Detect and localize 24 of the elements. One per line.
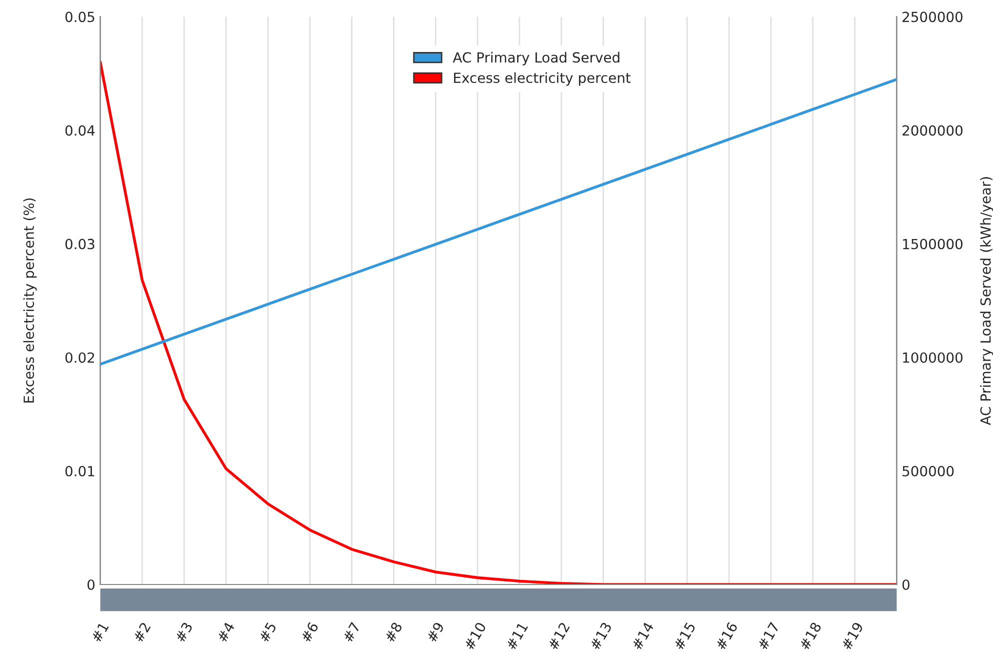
y-tick-label: 0.01 (65, 466, 94, 476)
x-tick-label: #1 (90, 622, 109, 643)
legend-label: Excess electricity percent (454, 72, 631, 86)
x-tick-label: #4 (216, 622, 235, 643)
y2-tick-label: 0 (902, 579, 910, 590)
legend-label: AC Primary Load Served (452, 52, 620, 66)
y2-tick-label: 2500000 (902, 12, 962, 22)
x-tick-label: #3 (174, 622, 193, 643)
y2-tick-label: 1500000 (903, 238, 962, 250)
x-tick-label: #9 (426, 622, 444, 643)
y-tick-label: 0 (88, 579, 95, 590)
x-tick-label: #6 (300, 621, 319, 643)
y-tick-label: 0.04 (65, 125, 95, 136)
y2-tick-label: 1000000 (903, 352, 962, 363)
y-tick-label: 0.03 (65, 238, 94, 250)
y-tick-label: 0.05 (65, 12, 94, 22)
x-tick-label: #8 (384, 622, 403, 643)
x-tick-label: #7 (342, 622, 360, 643)
x-tick-label: #5 (258, 622, 277, 643)
y-tick-label: 0.02 (65, 352, 94, 363)
y2-tick-label: 500000 (902, 466, 954, 476)
y-axis-title: Excess electricity percent (%) (23, 198, 37, 403)
y2-tick-label: 2000000 (902, 125, 962, 136)
x-tick-label: #2 (132, 622, 151, 643)
